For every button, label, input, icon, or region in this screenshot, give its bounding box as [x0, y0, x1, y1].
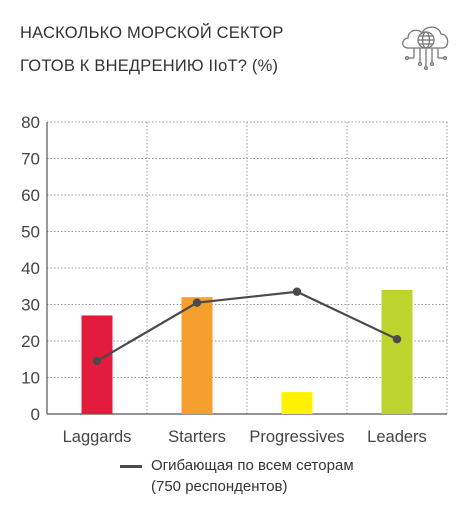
x-tick-label: Starters [168, 428, 226, 446]
y-tick-label: 80 [21, 113, 40, 132]
bar [181, 297, 213, 414]
envelope-point [192, 298, 202, 307]
legend-label: Огибающая по всем сетoрам (750 респонден… [151, 455, 354, 497]
chart-title: НАСКОЛЬКО МОРСКОЙ СЕКТОР ГОТОВ К ВНЕДРЕН… [20, 17, 380, 83]
y-tick-label: 70 [21, 150, 40, 169]
envelope-point [392, 334, 402, 344]
y-tick-label: 30 [21, 296, 40, 315]
legend-label-line-1: Огибающая по всем сетoрам [151, 457, 354, 474]
bar [281, 392, 313, 414]
y-tick-label: 60 [21, 186, 40, 205]
bar [381, 289, 413, 414]
x-tick-label: Leaders [367, 428, 427, 446]
cloud-network-icon [398, 18, 454, 71]
envelope-point [92, 356, 102, 366]
envelope-point [292, 287, 302, 296]
x-tick-label: Progressives [249, 428, 344, 446]
y-tick-label: 20 [21, 332, 40, 351]
title-line-1: НАСКОЛЬКО МОРСКОЙ СЕКТОР [20, 24, 284, 42]
y-tick-label: 40 [21, 259, 40, 278]
y-tick-label: 0 [31, 405, 40, 424]
legend-label-line-2: (750 респондентов) [151, 478, 288, 495]
title-line-2: ГОТОВ К ВНЕДРЕНИЮ IIoT? (%) [20, 57, 279, 75]
envelope-line [96, 290, 398, 363]
legend-line-swatch [120, 465, 142, 468]
y-tick-label: 50 [21, 223, 40, 242]
x-tick-label: Laggards [63, 428, 132, 446]
y-tick-label: 10 [21, 369, 40, 388]
